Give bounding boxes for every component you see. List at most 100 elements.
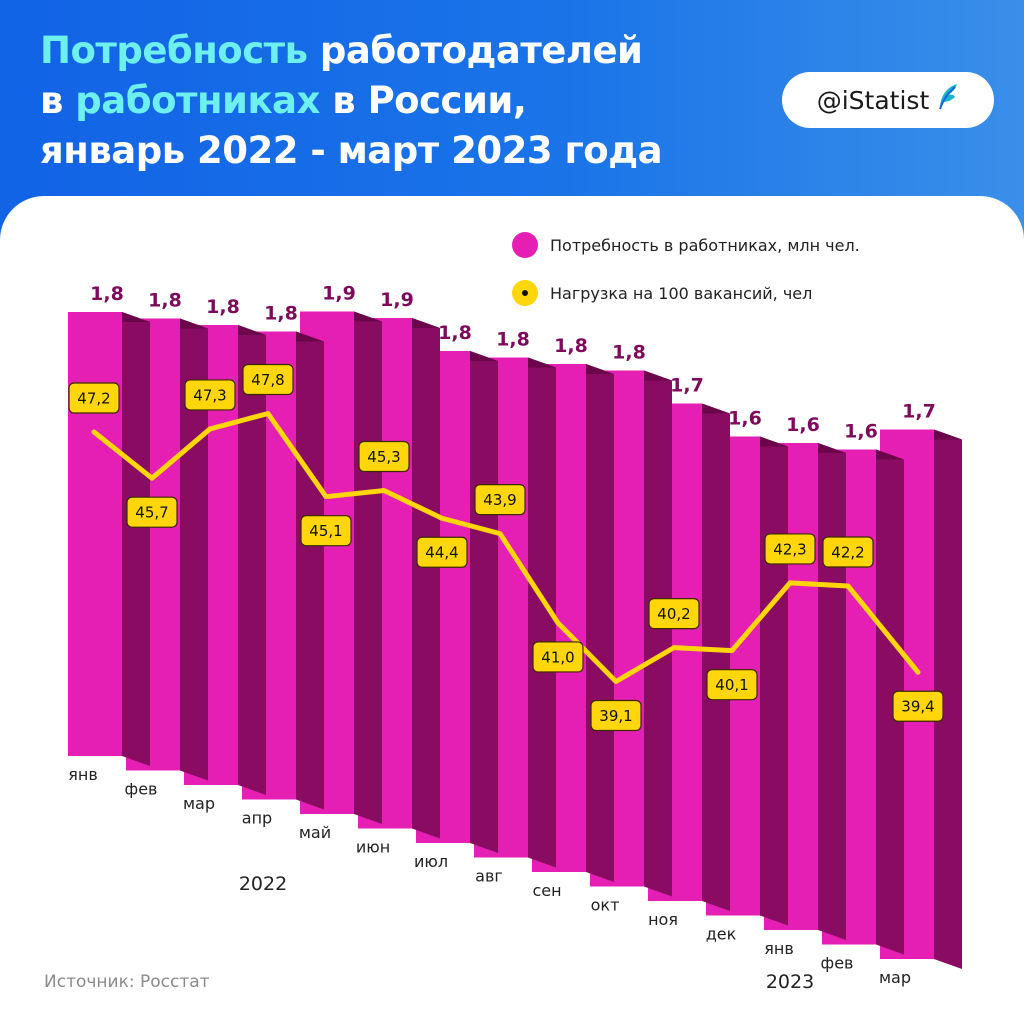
bar-side-4 [296,331,324,810]
line-value-label-9: 41,0 [541,648,574,666]
bar-value-label-11: 1,7 [670,375,704,397]
line-value-label-11: 40,2 [657,605,690,623]
title-text-2a: в [40,79,76,122]
bar-side-5 [354,311,382,824]
line-point-label-4: 47,8 [242,363,294,396]
title-highlight-1: Потребность [40,29,308,72]
bar-value-label-13: 1,6 [786,414,820,436]
line-point-label-10: 39,1 [590,699,642,732]
bar-value-label-4: 1,8 [264,303,298,325]
line-label-box-12 [706,669,758,701]
line-point-label-3: 47,3 [184,379,236,411]
line-label-box-3 [184,379,236,411]
line-value-label-3: 47,3 [193,386,226,404]
bar-value-label-15: 1,7 [902,401,936,423]
category-label-7: июл [414,852,448,871]
line-point-label-2: 45,7 [126,496,178,528]
line-point-label-15: 39,4 [892,690,944,722]
line-label-box-5 [300,515,352,547]
category-label-5: май [299,823,331,842]
category-label-11: ноя [648,910,678,929]
line-label-box-6 [358,440,410,473]
year-label-2022: 2022 [239,873,287,895]
bar-side-6 [412,318,440,839]
line-point-label-12: 40,1 [706,669,758,701]
line-value-labels-group: 47,2 45,7 47,3 47,8 45,1 45,3 44,4 43,9 41,0 39,1… [68,363,944,732]
category-labels-group: янв фев мар апр май июн июл авг сен окт ноя дек янв ф… [68,765,911,987]
line-point-label-5: 45,1 [300,515,352,547]
bar-value-label-1: 1,8 [90,283,124,305]
line-label-box-2 [126,496,178,528]
line-point-label-8: 43,9 [474,484,526,516]
line-value-label-15: 39,4 [901,698,934,716]
line-value-label-1: 47,2 [77,390,110,408]
line-point-label-9: 41,0 [532,641,584,673]
legend-label-bars: Потребность в работниках, млн чел. [550,235,860,255]
source-note: Источник: Росстат [44,972,210,992]
line-value-label-6: 45,3 [367,448,400,466]
bar-value-label-8: 1,8 [496,329,530,351]
line-point-label-6: 45,3 [358,440,410,473]
title-text-3: январь 2022 - март 2023 года [40,129,663,172]
line-value-label-5: 45,1 [309,522,342,540]
bar-front-1 [68,312,122,756]
line-label-box-9 [532,641,584,673]
category-label-2: фев [125,780,158,799]
line-value-label-10: 39,1 [599,707,632,725]
line-label-box-15 [892,690,944,722]
year-label-2023: 2023 [766,971,814,993]
title-text-2b: в России, [319,79,527,122]
category-label-9: сен [532,881,561,900]
bar-value-label-10: 1,8 [612,342,646,364]
category-label-12: дек [706,925,737,944]
bar-value-label-2: 1,8 [148,290,182,312]
line-value-label-12: 40,1 [715,676,748,694]
line-value-label-13: 42,3 [773,540,806,558]
bar-side-12 [760,436,788,926]
category-label-15: мар [879,968,911,987]
chart-legend: Потребность в работниках, млн чел. Нагру… [512,232,860,328]
line-point-label-13: 42,3 [764,533,816,565]
line-label-box-14 [822,536,874,568]
line-label-box-13 [764,533,816,565]
bar-side-15 [934,429,962,969]
category-label-10: окт [591,896,620,915]
bar-side-3 [238,325,266,795]
bar-side-9 [586,364,614,882]
line-point-label-1: 47,2 [68,382,120,414]
legend-swatch-bars [512,232,538,258]
title-highlight-2: работниках [75,79,320,122]
logo-text: @iStatist [816,85,930,115]
title-text-1: работодателей [307,29,643,72]
legend-item-bars: Потребность в работниках, млн чел. [512,232,860,258]
bar-value-label-12: 1,6 [728,408,762,430]
bar-side-10 [644,370,672,897]
legend-swatch-line [512,280,538,306]
bar-value-labels-group: 1,8 1,8 1,8 1,8 1,9 1,9 1,8 1,8 1,8 1,8 1,7 1,6 1,6 1… [90,283,936,443]
line-label-box-1 [68,382,120,414]
bar-side-1 [122,312,150,766]
line-label-box-11 [648,597,700,630]
bar-side-7 [470,351,498,853]
line-label-box-10 [590,699,642,732]
bar-value-label-14: 1,6 [844,421,878,443]
line-label-box-7 [416,536,468,568]
line-point-label-7: 44,4 [416,536,468,568]
bar-value-label-6: 1,9 [380,289,414,311]
line-label-box-4 [242,363,294,396]
bar-side-11 [702,403,730,911]
line-value-label-2: 45,7 [135,504,168,522]
series-line [91,411,921,684]
legend-item-line: Нагрузка на 100 вакансий, чел [512,280,860,306]
line-value-label-4: 47,8 [251,371,284,389]
page-title: Потребность работодателей в работниках в… [40,26,760,176]
line-point-label-11: 40,2 [648,597,700,630]
category-label-6: июн [356,838,390,857]
category-label-4: апр [242,809,272,828]
category-label-1: янв [68,765,98,784]
bar-side-14 [876,449,904,955]
istatist-logo: @iStatist [782,72,994,128]
bar-value-label-3: 1,8 [206,296,240,318]
category-label-3: мар [183,794,215,813]
